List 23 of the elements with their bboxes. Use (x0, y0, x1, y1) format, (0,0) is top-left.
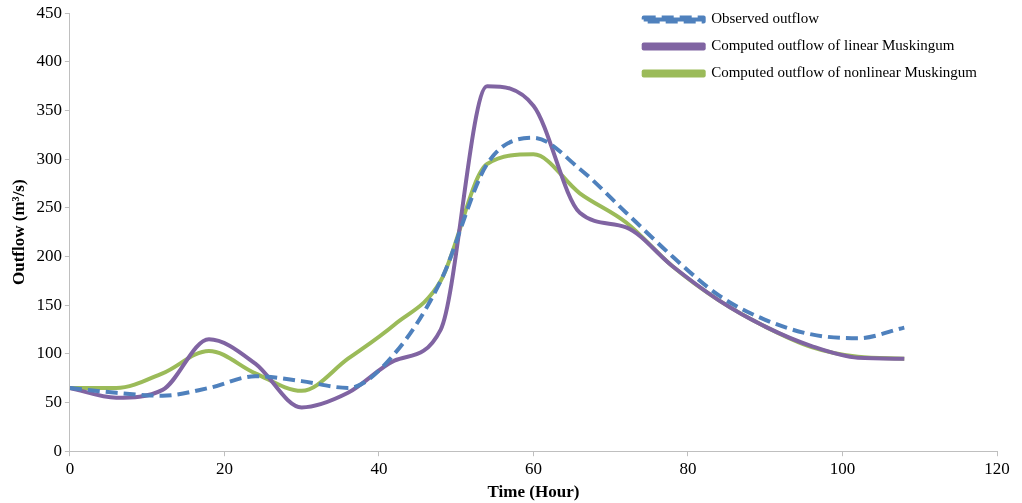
y-tick-label: 400 (36, 51, 62, 71)
x-axis-title: Time (Hour) (487, 482, 580, 502)
y-tick-label: 100 (36, 343, 62, 363)
x-tick-label: 40 (370, 458, 388, 478)
legend-label: Computed outflow of nonlinear Muskingum (711, 64, 978, 81)
y-tick-label: 50 (44, 392, 62, 411)
legend-label: Computed outflow of linear Muskingum (711, 37, 955, 54)
y-tick-label: 450 (36, 2, 62, 22)
y-tick-label: 350 (36, 100, 62, 119)
x-tick-label: 20 (215, 458, 233, 478)
x-tick-label: 100 (829, 458, 856, 478)
y-tick-label: 200 (36, 246, 62, 265)
x-tick-label: 120 (984, 458, 1010, 478)
y-tick-label: 300 (36, 148, 62, 168)
y-axis-title: Outflow (m³/s) (8, 179, 28, 286)
x-tick-label: 60 (524, 458, 542, 478)
line-series (69, 84, 907, 410)
x-tick-label: 0 (65, 458, 75, 478)
y-tick-label: 0 (53, 440, 62, 460)
y-tick-label: 250 (36, 197, 62, 217)
y-tick-label: 150 (36, 294, 62, 314)
x-tick-label: 80 (679, 458, 697, 478)
legend-label: Observed outflow (711, 10, 820, 27)
